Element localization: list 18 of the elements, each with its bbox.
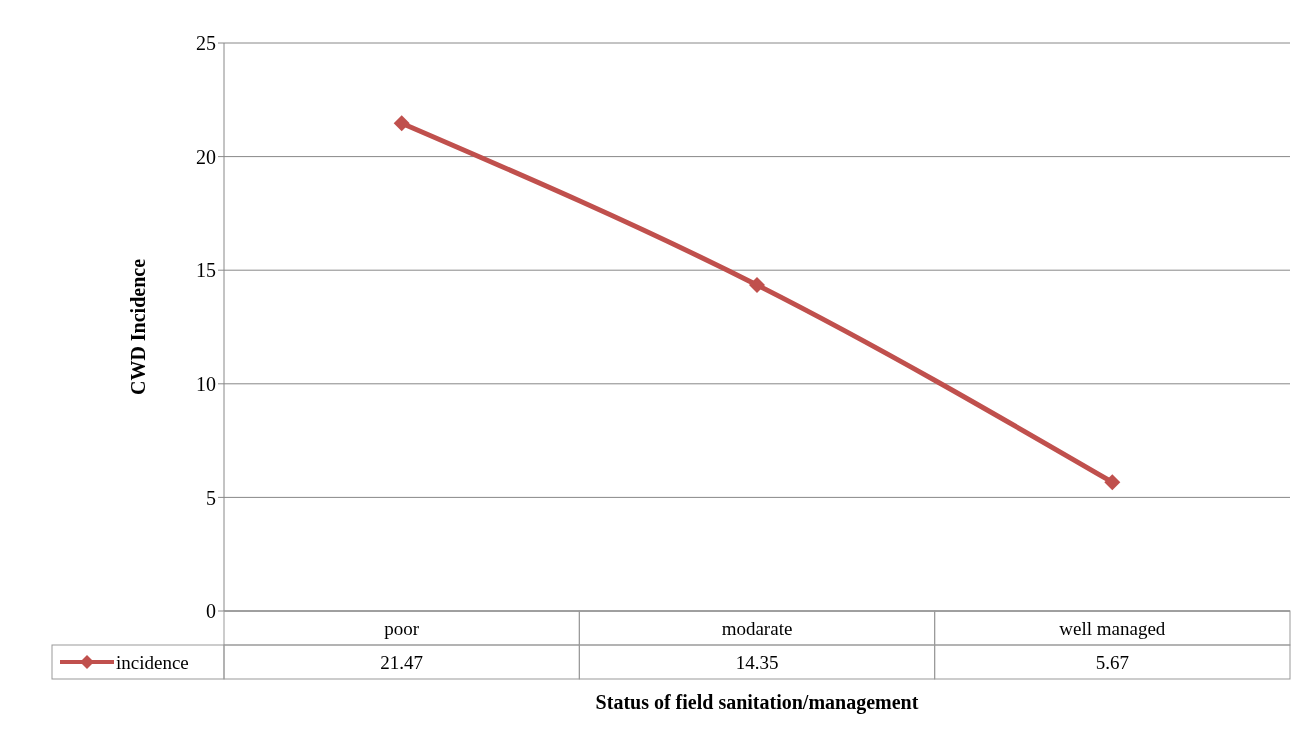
y-tick-label: 5 <box>206 486 216 509</box>
y-tick-label: 20 <box>196 145 216 168</box>
data-label: 14.35 <box>735 652 779 673</box>
y-axis-title: CWD Incidence <box>127 258 150 396</box>
point <box>749 276 765 293</box>
y-tick-label: 25 <box>196 32 216 55</box>
legend-label: incidence <box>116 652 189 673</box>
x-tick-label: modarate <box>721 618 793 639</box>
data-label: 21.47 <box>380 652 424 673</box>
y-tick-label: 0 <box>206 600 216 623</box>
x-axis-title: Status of field sanitation/management <box>595 691 919 714</box>
y-tick-label: 15 <box>196 259 216 282</box>
data-label: 5.67 <box>1095 652 1129 673</box>
x-tick-label: poor <box>384 618 420 639</box>
y-tick-label: 10 <box>196 372 216 395</box>
point <box>1104 474 1121 491</box>
point <box>393 115 410 132</box>
x-tick-label: well managed <box>1059 618 1166 639</box>
